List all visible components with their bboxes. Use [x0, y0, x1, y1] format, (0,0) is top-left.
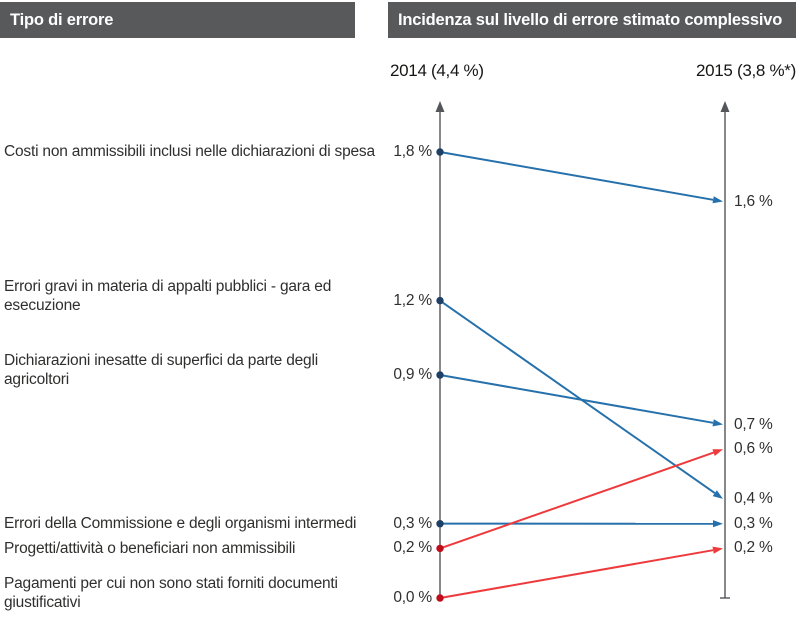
row-label: Dichiarazioni inesatte di superfici da p… — [4, 352, 318, 388]
value-2014: 0,3 % — [393, 515, 432, 532]
arrowhead-icon — [712, 196, 723, 204]
incidence-header: Incidenza sul livello di errore stimato … — [388, 2, 796, 38]
value-2014: 0,9 % — [393, 366, 432, 383]
value-2015: 0,4 % — [734, 490, 773, 507]
slope-line — [439, 299, 716, 494]
slope-line — [439, 150, 714, 201]
arrowhead-icon — [712, 449, 723, 456]
axis-arrow-icon — [435, 101, 445, 112]
data-point-dot — [436, 296, 444, 305]
value-2014: 0,0 % — [393, 589, 432, 606]
row-label: Errori gravi in materia di appalti pubbl… — [4, 278, 332, 314]
row-label: Costi non ammissibili inclusi nelle dich… — [4, 143, 375, 160]
arrowhead-icon — [712, 490, 723, 499]
column-label-2015: 2015 (3,8 %*) — [695, 61, 796, 80]
value-2014: 0,2 % — [393, 539, 432, 556]
column-label-2014: 2014 (4,4 %) — [390, 61, 484, 80]
slope-line — [439, 549, 714, 599]
data-point-dot — [436, 148, 444, 156]
value-2015: 0,6 % — [734, 440, 773, 457]
value-2015: 0,3 % — [734, 515, 773, 532]
value-2015: 0,2 % — [734, 539, 773, 556]
value-2014: 1,8 % — [393, 143, 432, 160]
data-point-dot — [436, 594, 444, 602]
value-2015: 0,7 % — [734, 416, 773, 433]
data-point-dot — [436, 520, 444, 528]
arrowhead-icon — [712, 546, 723, 554]
arrowhead-icon — [712, 419, 723, 427]
slope-line — [439, 373, 714, 424]
slope-line — [439, 451, 714, 550]
row-label: Pagamenti per cui non sono stati forniti… — [4, 575, 338, 611]
value-2014: 1,2 % — [393, 292, 432, 309]
row-label: Errori della Commissione e degli organis… — [4, 515, 357, 532]
data-point-dot — [436, 544, 444, 553]
error-type-header: Tipo di errore — [0, 2, 355, 38]
arrowhead-icon — [713, 520, 723, 528]
data-point-dot — [436, 371, 444, 379]
row-label: Progetti/attività o beneficiari non ammi… — [4, 540, 296, 557]
axis-arrow-icon — [720, 101, 730, 112]
value-2015: 1,6 % — [734, 193, 773, 210]
